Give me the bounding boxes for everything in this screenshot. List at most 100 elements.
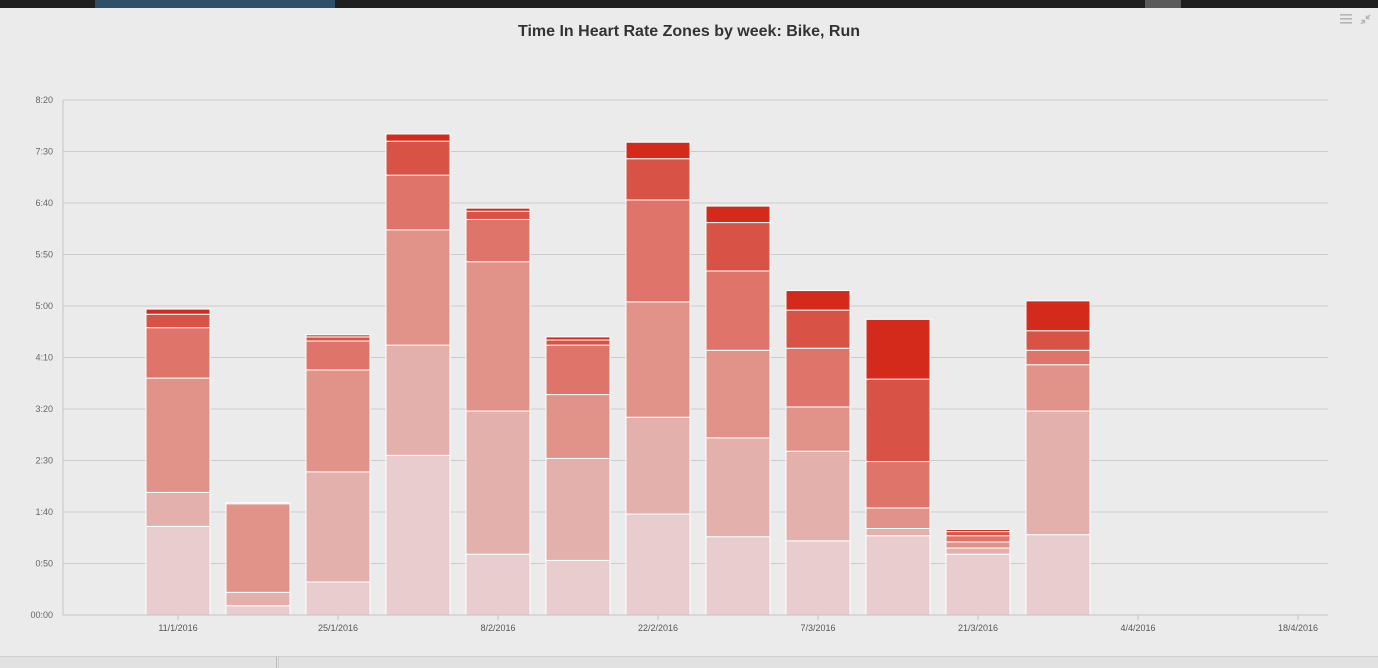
gridlines — [63, 99, 1328, 564]
bar-segment-zone-3 — [545, 394, 611, 459]
y-tick-label: 1:40 — [35, 507, 53, 517]
y-axis: 00:00 0:50 1:40 2:30 3:20 4:10 5:00 5:50 6:40 7:3… — [30, 95, 64, 620]
bar-segment-zone-5 — [625, 158, 691, 201]
bar-segment-zone-1 — [225, 605, 291, 616]
y-tick-label: 5:00 — [35, 301, 53, 311]
bar-segment-zone-3 — [465, 261, 531, 412]
bar-segment-zone-2 — [1025, 410, 1091, 536]
collapse-icon[interactable] — [1360, 14, 1371, 25]
bar-segment-zone-2 — [705, 437, 771, 538]
bar-segment-zone-3 — [145, 377, 211, 493]
bar-segment-zone-5 — [145, 313, 211, 329]
bar-stack — [625, 141, 691, 616]
x-tick-label: 8/2/2016 — [480, 623, 515, 633]
bar-segment-zone-5 — [1025, 330, 1091, 351]
bar-segment-zone-1 — [305, 581, 371, 616]
y-tick-label: 8:20 — [35, 95, 53, 105]
bar-segment-zone-3 — [705, 349, 771, 439]
y-tick-label: 2:30 — [35, 456, 53, 466]
y-tick-label: 5:50 — [35, 250, 53, 260]
bar-segment-zone-5 — [945, 531, 1011, 537]
y-tick-label: 3:20 — [35, 404, 53, 414]
bar-segment-zone-6 — [545, 336, 611, 341]
bar-stack — [785, 290, 851, 616]
bar-segment-zone-4 — [465, 218, 531, 263]
x-tick-label: 18/4/2016 — [1278, 623, 1318, 633]
bar-segment-zone-2 — [465, 410, 531, 555]
bar-segment-zone-3 — [305, 369, 371, 473]
bar-segment-zone-6 — [145, 308, 211, 315]
bar-stack — [1025, 300, 1091, 616]
bar-segment-zone-2 — [785, 450, 851, 542]
bar-segment-zone-2 — [305, 471, 371, 583]
y-tick-label: 7:30 — [35, 147, 53, 157]
bar-segment-zone-6 — [385, 133, 451, 142]
bar-segment-zone-2 — [145, 491, 211, 527]
menu-icon[interactable] — [1340, 14, 1352, 24]
x-tick-label: 22/2/2016 — [638, 623, 678, 633]
bar-segment-zone-6 — [225, 502, 291, 505]
bar-segment-zone-5 — [785, 309, 851, 349]
x-tick-label: 21/3/2016 — [958, 623, 998, 633]
bar-segment-zone-6 — [785, 290, 851, 311]
bar-segment-zone-4 — [1025, 349, 1091, 366]
bar-segment-zone-5 — [545, 339, 611, 346]
bar-segment-zone-1 — [865, 535, 931, 616]
bar-segment-zone-3 — [625, 301, 691, 418]
x-tick-label: 7/3/2016 — [800, 623, 835, 633]
bar-segment-zone-4 — [865, 461, 931, 509]
bar-segment-zone-1 — [1025, 534, 1091, 616]
bar-segment-zone-6 — [945, 529, 1011, 533]
bar-segment-zone-2 — [945, 547, 1011, 555]
bar-segment-zone-5 — [705, 222, 771, 272]
bar-segment-zone-3 — [865, 507, 931, 529]
x-tick-label: 25/1/2016 — [318, 623, 358, 633]
bar-segment-zone-5 — [465, 210, 531, 220]
bar-segment-zone-6 — [705, 205, 771, 224]
bar-segment-zone-3 — [385, 229, 451, 346]
bottom-summary-bar — [0, 656, 1378, 668]
bar-segment-zone-2 — [225, 591, 291, 607]
bar-segment-zone-6 — [305, 334, 371, 338]
bar-segment-zone-4 — [785, 347, 851, 408]
bar-segment-zone-6 — [625, 141, 691, 160]
bar-stack — [865, 318, 931, 616]
bar-segment-zone-4 — [945, 535, 1011, 543]
bar-segment-zone-1 — [785, 540, 851, 616]
bar-segment-zone-1 — [465, 553, 531, 616]
x-tick-label: 11/1/2016 — [158, 623, 197, 633]
bar-segment-zone-3 — [225, 503, 291, 593]
bar-segment-zone-3 — [945, 541, 1011, 549]
bar-stack — [385, 133, 451, 616]
bar-stack — [305, 334, 371, 616]
bar-segment-zone-1 — [945, 553, 1011, 616]
bar-segment-zone-2 — [385, 344, 451, 456]
avatar[interactable] — [1145, 0, 1181, 8]
bar-stack — [225, 502, 291, 616]
bar-segment-zone-2 — [625, 416, 691, 515]
bar-segment-zone-4 — [385, 174, 451, 231]
x-axis: 11/1/2016 25/1/2016 8/2/2016 22/2/2016 7/3/2… — [63, 614, 1328, 633]
bar-stack — [145, 308, 211, 616]
y-tick-label: 6:40 — [35, 198, 53, 208]
y-tick-label: 00:00 — [30, 610, 53, 620]
brand-logo-strip — [95, 0, 335, 8]
bar-segment-zone-4 — [625, 199, 691, 303]
bar-stack — [705, 205, 771, 616]
bar-segment-zone-3 — [1025, 364, 1091, 412]
y-tick-label: 0:50 — [35, 559, 53, 569]
bar-segment-zone-1 — [625, 513, 691, 616]
chart-title: Time In Heart Rate Zones by week: Bike, … — [517, 23, 861, 40]
bar-segment-zone-4 — [705, 270, 771, 351]
bar-segment-zone-6 — [465, 207, 531, 212]
bar-segment-zone-1 — [145, 525, 211, 616]
x-tick-label: 4/4/2016 — [1120, 623, 1155, 633]
bar-segment-zone-4 — [545, 344, 611, 396]
bar-segment-zone-1 — [545, 559, 611, 616]
bar-stack — [945, 529, 1011, 616]
bar-stacks — [145, 133, 1091, 616]
app-top-bar — [0, 0, 1378, 8]
bar-segment-zone-3 — [785, 406, 851, 452]
bar-segment-zone-1 — [705, 536, 771, 616]
